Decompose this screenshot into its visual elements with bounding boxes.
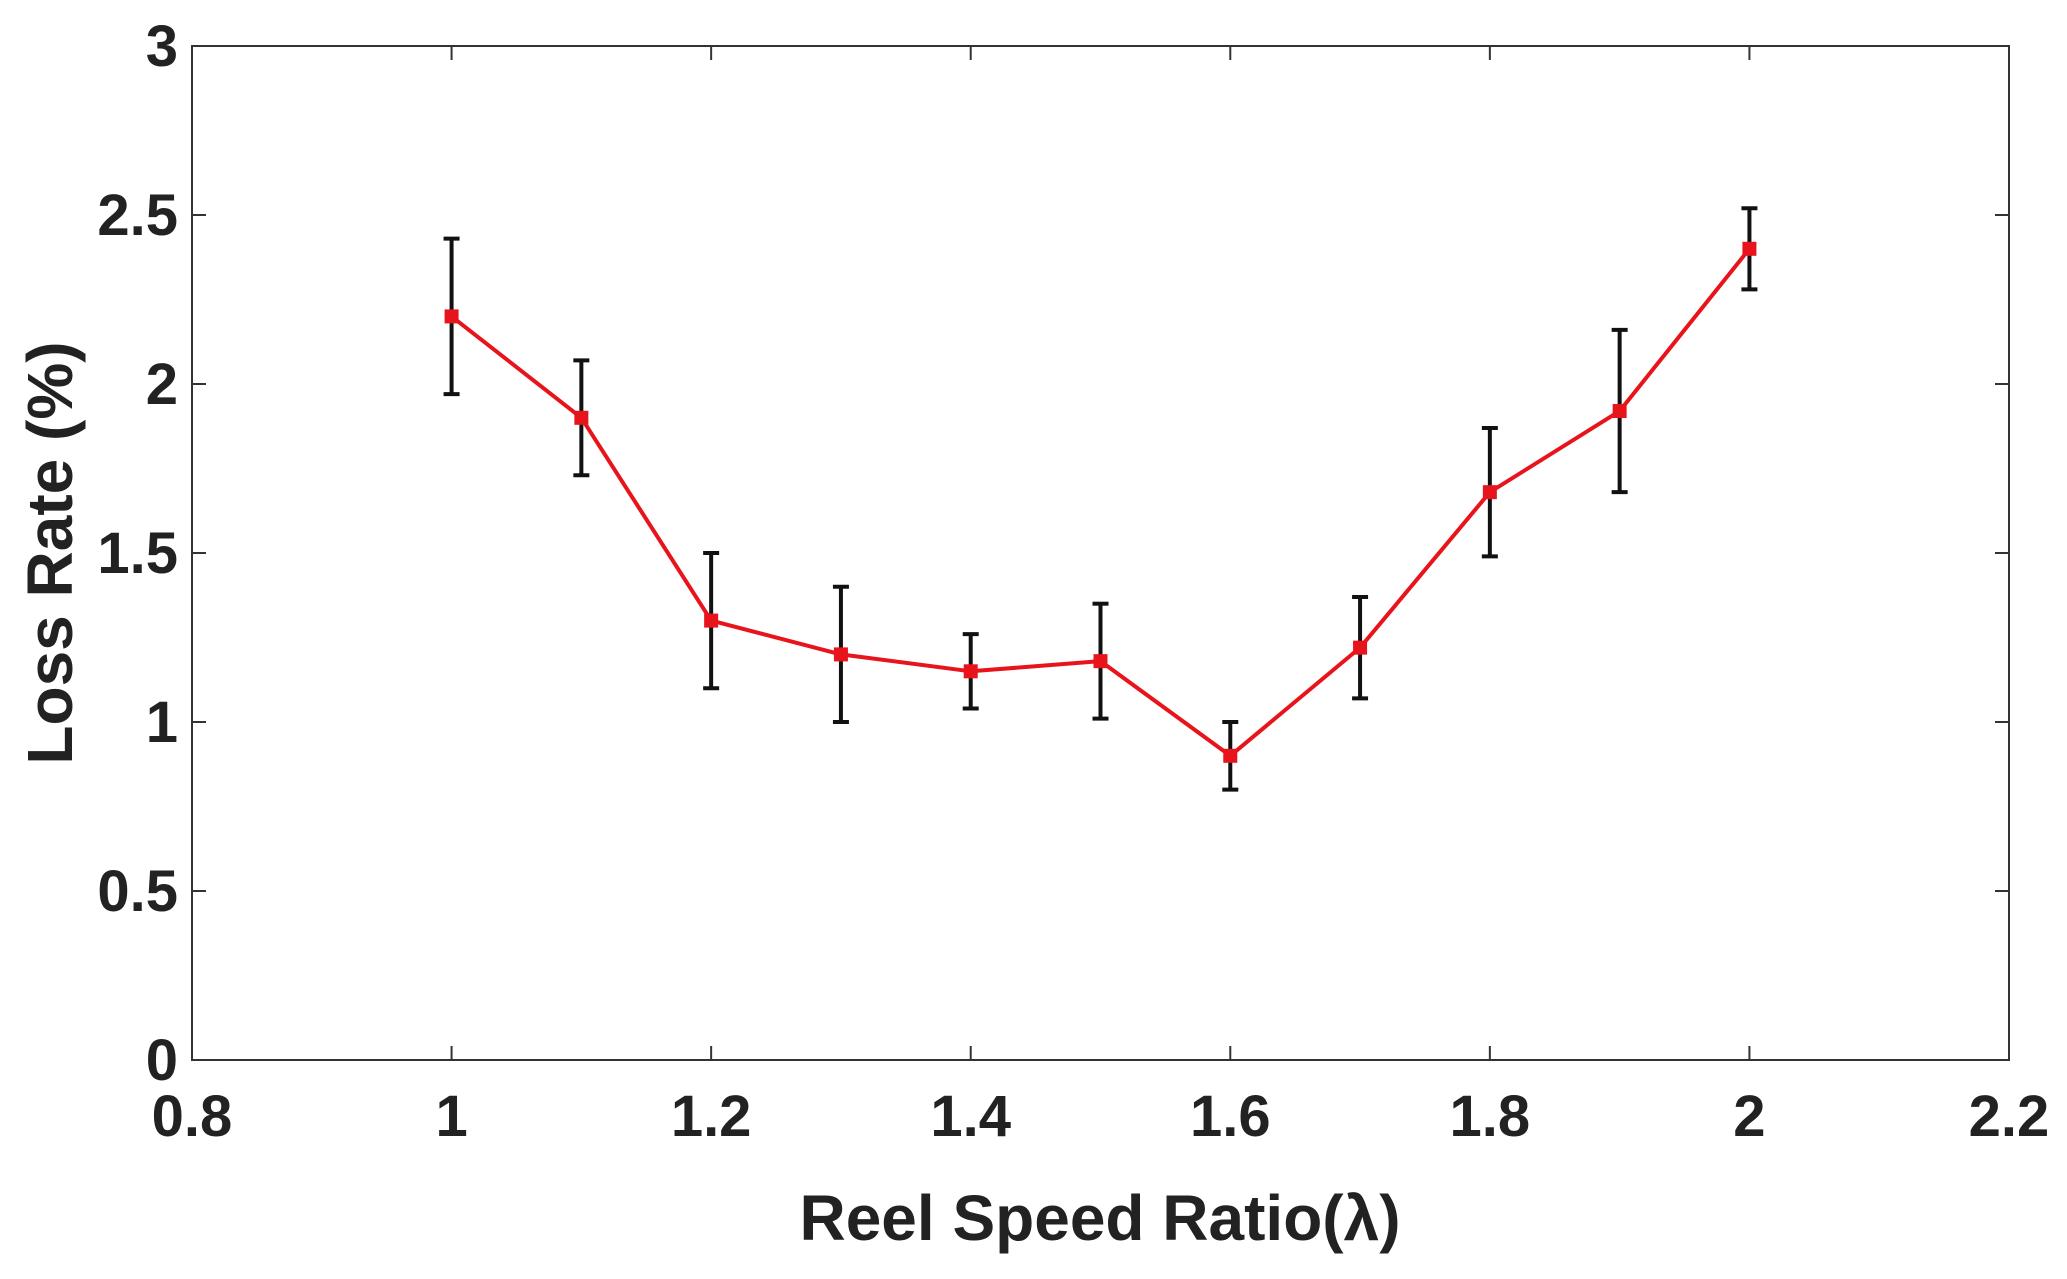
x-tick-label: 1.4	[930, 1084, 1011, 1149]
data-point-marker	[574, 410, 589, 425]
y-axis-label: Loss Rate (%)	[14, 341, 86, 764]
data-point-marker	[963, 664, 978, 679]
x-tick-label: 2.2	[1969, 1084, 2050, 1149]
data-point-marker	[1093, 654, 1108, 669]
data-point-marker	[444, 309, 459, 324]
data-point-marker	[704, 613, 719, 628]
data-markers	[444, 241, 1757, 763]
x-tick-label: 0.8	[152, 1084, 233, 1149]
x-tick-label: 1.8	[1450, 1084, 1531, 1149]
x-axis-label: Reel Speed Ratio(λ)	[799, 1182, 1400, 1254]
x-tick-label: 1.2	[671, 1084, 752, 1149]
y-tick-label: 2.5	[97, 183, 178, 248]
data-point-marker	[1223, 748, 1238, 763]
data-point-marker	[1482, 485, 1497, 500]
data-point-marker	[1742, 241, 1757, 256]
data-point-marker	[1612, 404, 1627, 419]
y-tick-label: 3	[146, 14, 178, 79]
data-point-marker	[833, 647, 848, 662]
x-tick-label: 1.6	[1190, 1084, 1271, 1149]
y-tick-label: 1	[146, 690, 178, 755]
x-axis-ticks: 0.8 1 1.2 1.4 1.6 1.8 2 2.2	[152, 46, 2050, 1149]
data-point-marker	[1353, 640, 1368, 655]
y-axis-ticks: 0 0.5 1 1.5 2 2.5 3	[97, 14, 2009, 1093]
y-tick-label: 2	[146, 352, 178, 417]
x-tick-label: 2	[1733, 1084, 1765, 1149]
y-tick-label: 0.5	[97, 859, 178, 924]
plot-area	[191, 45, 2010, 1061]
x-tick-label: 1	[435, 1084, 467, 1149]
y-tick-label: 0	[146, 1028, 178, 1093]
y-tick-label: 1.5	[97, 521, 178, 586]
